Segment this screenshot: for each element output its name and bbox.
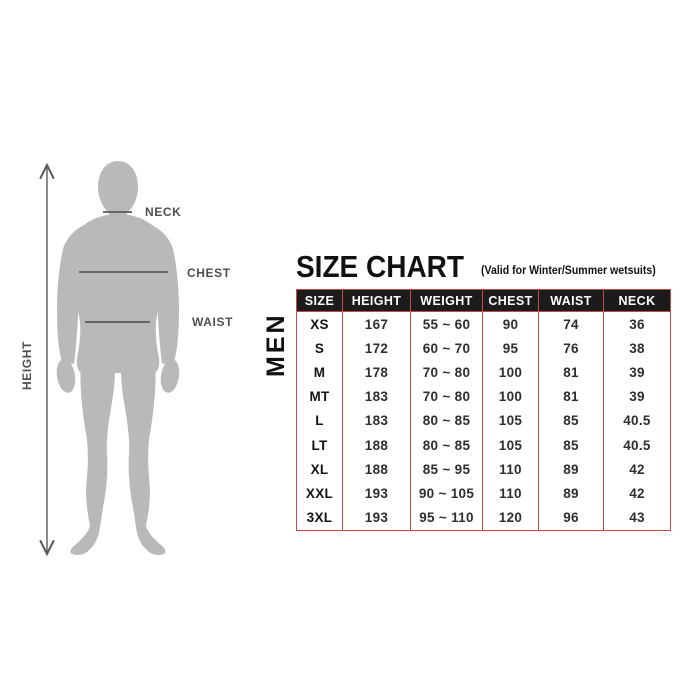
column-header-neck: NECK — [603, 289, 671, 312]
value-cell-waist: 85 — [538, 432, 604, 458]
value-cell-neck: 43 — [603, 505, 671, 531]
value-cell-waist: 89 — [538, 457, 604, 482]
value-cell-neck: 36 — [603, 311, 671, 337]
size-row-xl: XL 188 85 ~ 95 110 89 42 — [296, 457, 671, 482]
size-cell: L — [296, 408, 343, 433]
value-cell-waist: 85 — [538, 408, 604, 433]
value-cell-neck: 40.5 — [603, 408, 671, 433]
value-cell-waist: 74 — [538, 311, 604, 337]
value-cell-height: 178 — [342, 360, 411, 385]
value-cell-neck: 39 — [603, 384, 671, 409]
value-cell-waist: 81 — [538, 360, 604, 385]
column-header-chest: CHEST — [482, 289, 539, 312]
value-cell-chest: 90 — [482, 311, 539, 337]
value-cell-chest: 105 — [482, 432, 539, 458]
column-header-height: HEIGHT — [342, 289, 411, 312]
value-cell-weight: 70 ~ 80 — [410, 384, 483, 409]
value-cell-neck: 40.5 — [603, 432, 671, 458]
size-cell: XL — [296, 457, 343, 482]
height-arrow — [39, 162, 55, 557]
size-row-lt: LT 188 80 ~ 85 105 85 40.5 — [296, 432, 671, 458]
value-cell-neck: 42 — [603, 481, 671, 506]
size-cell: S — [296, 336, 343, 361]
value-cell-weight: 90 ~ 105 — [410, 481, 483, 506]
value-cell-height: 167 — [342, 311, 411, 337]
value-cell-weight: 80 ~ 85 — [410, 408, 483, 433]
size-cell: XS — [296, 311, 343, 337]
waist-label: WAIST — [192, 315, 233, 329]
value-cell-height: 183 — [342, 408, 411, 433]
value-cell-chest: 110 — [482, 457, 539, 482]
size-table-body: XS 167 55 ~ 60 90 74 36 S 172 60 ~ 70 95 76 38 M 178 7… — [296, 311, 671, 531]
value-cell-chest: 100 — [482, 384, 539, 409]
size-row-s: S 172 60 ~ 70 95 76 38 — [296, 336, 671, 361]
value-cell-chest: 105 — [482, 408, 539, 433]
value-cell-height: 188 — [342, 432, 411, 458]
size-cell: MT — [296, 384, 343, 409]
size-cell: LT — [296, 432, 343, 458]
size-cell: XXL — [296, 481, 343, 506]
value-cell-neck: 39 — [603, 360, 671, 385]
neck-label: NECK — [145, 205, 182, 219]
size-table-head: SIZE HEIGHT WEIGHT CHEST WAIST NECK — [296, 289, 671, 312]
value-cell-weight: 80 ~ 85 — [410, 432, 483, 458]
size-row-xxl: XXL 193 90 ~ 105 110 89 42 — [296, 481, 671, 506]
value-cell-chest: 95 — [482, 336, 539, 361]
column-header-weight: WEIGHT — [410, 289, 483, 312]
gender-label-men: MEN — [262, 312, 290, 377]
value-cell-height: 172 — [342, 336, 411, 361]
value-cell-chest: 120 — [482, 505, 539, 531]
value-cell-waist: 76 — [538, 336, 604, 361]
body-measurement-diagram — [39, 161, 180, 557]
size-row-3xl: 3XL 193 95 ~ 110 120 96 43 — [296, 505, 671, 531]
height-label: HEIGHT — [20, 341, 34, 390]
value-cell-weight: 55 ~ 60 — [410, 311, 483, 337]
value-cell-neck: 42 — [603, 457, 671, 482]
value-cell-weight: 95 ~ 110 — [410, 505, 483, 531]
column-header-size: SIZE — [296, 289, 343, 312]
page-subtitle: (Valid for Winter/Summer wetsuits) — [481, 263, 656, 277]
size-row-l: L 183 80 ~ 85 105 85 40.5 — [296, 408, 671, 433]
chest-label: CHEST — [187, 266, 231, 280]
value-cell-waist: 89 — [538, 481, 604, 506]
value-cell-weight: 60 ~ 70 — [410, 336, 483, 361]
size-table: SIZE HEIGHT WEIGHT CHEST WAIST NECK XS 167 55 ~… — [296, 289, 671, 531]
value-cell-waist: 81 — [538, 384, 604, 409]
value-cell-height: 193 — [342, 481, 411, 506]
male-silhouette — [56, 161, 180, 555]
size-row-mt: MT 183 70 ~ 80 100 81 39 — [296, 384, 671, 409]
value-cell-chest: 100 — [482, 360, 539, 385]
value-cell-chest: 110 — [482, 481, 539, 506]
size-row-m: M 178 70 ~ 80 100 81 39 — [296, 360, 671, 385]
value-cell-waist: 96 — [538, 505, 604, 531]
size-row-xs: XS 167 55 ~ 60 90 74 36 — [296, 311, 671, 337]
page-title: SIZE CHART — [296, 249, 464, 284]
value-cell-height: 193 — [342, 505, 411, 531]
value-cell-height: 188 — [342, 457, 411, 482]
size-cell: M — [296, 360, 343, 385]
value-cell-height: 183 — [342, 384, 411, 409]
value-cell-weight: 70 ~ 80 — [410, 360, 483, 385]
size-cell: 3XL — [296, 505, 343, 531]
value-cell-neck: 38 — [603, 336, 671, 361]
value-cell-weight: 85 ~ 95 — [410, 457, 483, 482]
size-table-header-row: SIZE HEIGHT WEIGHT CHEST WAIST NECK — [296, 289, 671, 312]
column-header-waist: WAIST — [538, 289, 604, 312]
